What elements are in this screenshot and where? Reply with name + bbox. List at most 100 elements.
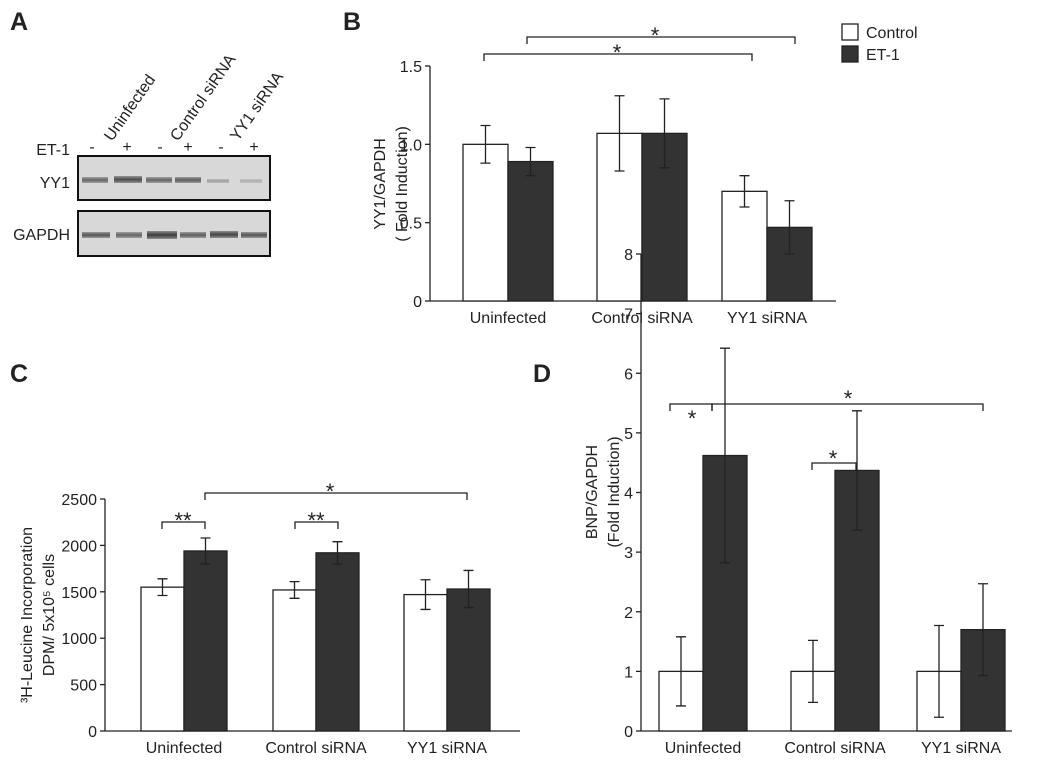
panel-label: C [10, 360, 28, 388]
significance-label: * [844, 386, 853, 411]
error-bar [978, 583, 988, 677]
panel-label: B [343, 8, 361, 36]
significance-label: * [326, 479, 335, 504]
significance-label: * [829, 446, 838, 471]
error-bar-line [784, 200, 795, 255]
error-bar-line [808, 639, 818, 704]
y-tick-label: 8 [624, 247, 633, 264]
y-tick-label: 6 [624, 366, 633, 383]
x-tick-label: Uninfected [470, 310, 547, 327]
legend-label: ET-1 [866, 47, 900, 64]
bar [140, 586, 185, 732]
error-bar [659, 98, 670, 169]
x-tick-label: YY1 siRNA [407, 740, 487, 757]
x-tick-label: Uninfected [146, 740, 223, 757]
y-tick-label: 1500 [61, 585, 97, 602]
error-bar-line [852, 410, 862, 531]
y-tick-label: 1.0 [400, 137, 422, 154]
bar [272, 589, 317, 732]
y-tick-label: 1.5 [400, 59, 422, 76]
bar [446, 588, 491, 732]
y-tick-label: 1000 [61, 631, 97, 648]
error-bar-line [659, 98, 670, 169]
error-bar [784, 200, 795, 255]
significance-bracket [161, 521, 206, 529]
y-axis-label: BNP/GAPDH [584, 445, 601, 539]
error-bar [525, 146, 536, 177]
error-bar-line [614, 95, 625, 172]
error-bar-line [289, 580, 300, 599]
error-bar [720, 347, 730, 564]
y-tick-label: 500 [70, 678, 97, 695]
x-tick-label: Uninfected [665, 740, 742, 757]
significance-bracket [204, 492, 468, 500]
significance-label: ** [174, 508, 192, 533]
error-bar [332, 541, 343, 565]
error-bar-line [420, 579, 431, 611]
y-axis-label: ³H-Leucine Incorporation [19, 527, 36, 703]
error-bar-line [676, 636, 686, 707]
bar [183, 550, 228, 732]
error-bar [739, 175, 750, 208]
y-tick-label: 0 [624, 724, 633, 741]
error-bar-line [332, 541, 343, 565]
bar [315, 552, 360, 732]
y-tick-label: 1 [624, 664, 633, 681]
error-bar [614, 95, 625, 172]
y-axis-label: DPM/ 5x10⁵ cells [41, 554, 58, 676]
error-bar-line [525, 146, 536, 177]
x-tick-label: Control siRNA [784, 740, 886, 757]
error-bar-line [480, 124, 491, 164]
treatment-sign: + [122, 139, 131, 156]
lane-label: Uninfected [101, 72, 159, 144]
y-axis-label: YY1/GAPDH [372, 138, 389, 230]
row-label: GAPDH [13, 227, 70, 244]
error-bar-line [720, 347, 730, 564]
y-tick-label: 4 [624, 486, 633, 503]
row-label: YY1 [40, 175, 70, 192]
bar [403, 593, 448, 732]
significance-label: * [613, 40, 622, 65]
error-bar [289, 580, 300, 599]
y-tick-label: 5 [624, 426, 633, 443]
bands [82, 176, 267, 239]
bar [721, 190, 768, 302]
y-tick-label: 2500 [61, 492, 97, 509]
y-tick-label: 0.5 [400, 216, 422, 233]
error-bar [157, 578, 168, 597]
legend-swatch [841, 45, 859, 63]
error-bar [463, 569, 474, 609]
significance-bracket [483, 53, 753, 61]
legend-swatch [841, 23, 859, 41]
lane-label: Control siRNA [167, 51, 239, 144]
error-bar [852, 410, 862, 531]
treatment-sign: + [249, 139, 258, 156]
error-bar-line [463, 569, 474, 609]
lane-label: YY1 siRNA [227, 69, 287, 145]
treatment-sign: - [157, 139, 162, 156]
panel-label: D [533, 360, 551, 388]
x-tick-label: YY1 siRNA [921, 740, 1001, 757]
significance-bracket [811, 462, 857, 470]
error-bar [480, 124, 491, 164]
error-bar-line [978, 583, 988, 677]
y-tick-label: 0 [413, 294, 422, 311]
significance-label: * [651, 23, 660, 48]
error-bar [808, 639, 818, 704]
bar [462, 143, 509, 302]
error-bar [934, 624, 944, 718]
y-tick-label: 2000 [61, 538, 97, 555]
y-tick-label: 7 [624, 307, 633, 324]
error-bar-line [200, 537, 211, 565]
blot-box [77, 155, 271, 201]
treatment-sign: - [218, 139, 223, 156]
y-axis-label: (Fold Induction) [606, 436, 623, 547]
y-tick-label: 3 [624, 545, 633, 562]
legend-label: Control [866, 25, 918, 42]
error-bar [676, 636, 686, 707]
error-bar [200, 537, 211, 565]
y-axis-label: ( Fold Induction) [394, 126, 411, 242]
error-bar-line [157, 578, 168, 597]
error-bar-line [739, 175, 750, 208]
error-bar [420, 579, 431, 611]
